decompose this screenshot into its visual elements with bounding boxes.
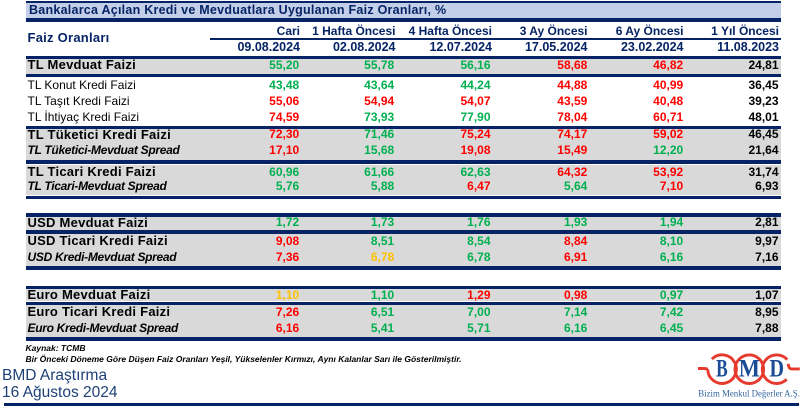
svg-text:D: D [770,355,785,383]
svg-text:Bizim Menkul Değerler A.Ş.: Bizim Menkul Değerler A.Ş. [698,389,800,400]
svg-text:B: B [716,354,728,382]
svg-text:M: M [739,355,760,383]
